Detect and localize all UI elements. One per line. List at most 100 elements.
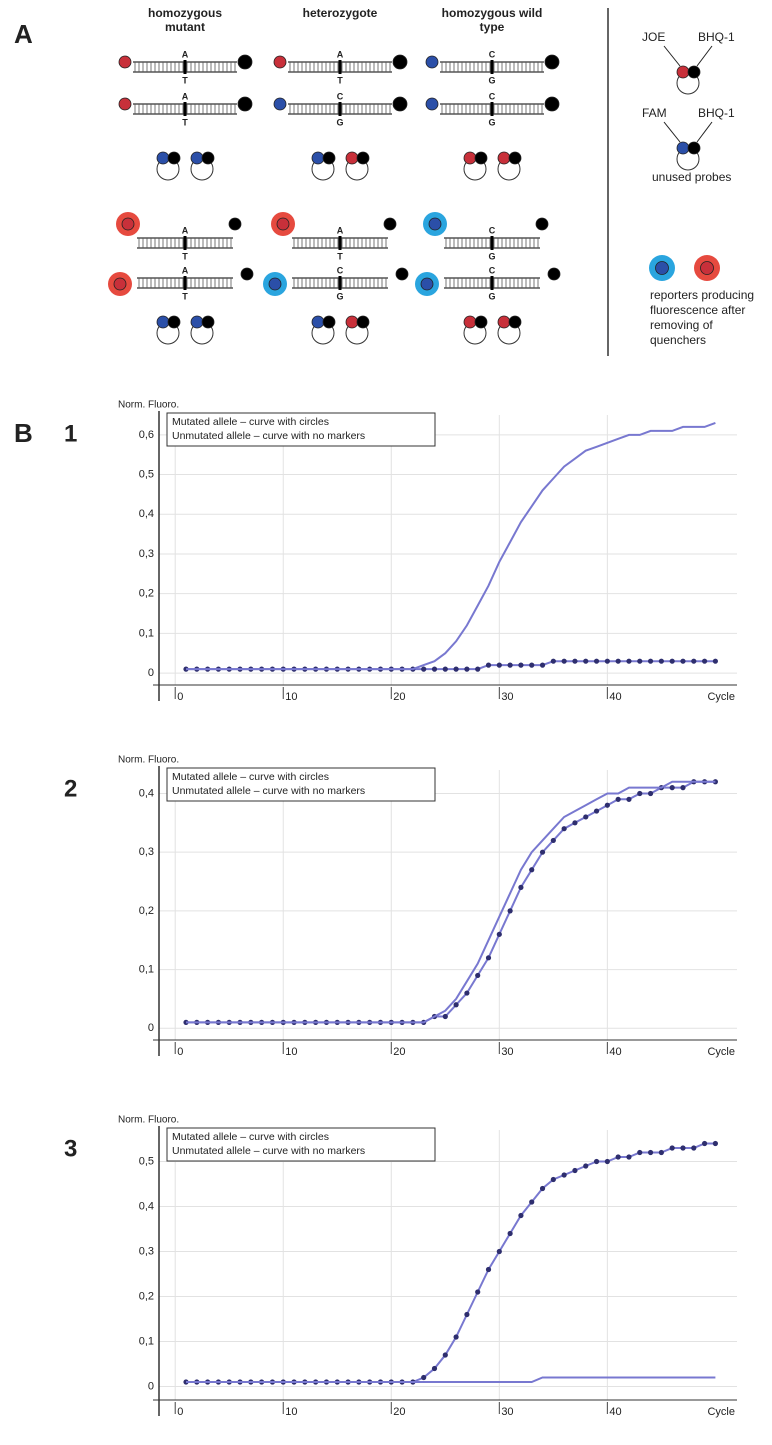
legend-box	[166, 1127, 436, 1162]
reporter-dye	[463, 315, 477, 329]
point-marker	[442, 1013, 448, 1020]
point-marker	[593, 1158, 600, 1165]
reporter-dye	[425, 97, 439, 111]
y-tick-label: 0,6	[139, 429, 154, 441]
point-marker	[691, 1145, 697, 1151]
base: T	[337, 75, 343, 85]
y-tick-label: 0,1	[139, 627, 154, 639]
snp-site	[183, 276, 187, 290]
base: C	[337, 265, 344, 275]
chart-label: 3	[64, 1135, 77, 1162]
legend-entry: Unmutated allele – curve with no markers	[172, 430, 365, 442]
point-marker	[637, 1149, 643, 1156]
panel-label: A	[14, 19, 33, 49]
point-marker	[529, 662, 535, 668]
point-marker	[529, 867, 535, 873]
column-header: heterozygote	[302, 6, 378, 20]
point-marker	[637, 658, 643, 664]
point-marker	[669, 658, 675, 664]
quencher	[508, 315, 522, 329]
point-marker	[572, 1167, 578, 1174]
point-marker	[485, 662, 492, 668]
quencher	[383, 217, 397, 231]
x-tick-label: 0	[177, 1406, 183, 1418]
point-marker	[712, 658, 718, 664]
reporter-dye	[268, 277, 282, 291]
point-marker	[701, 1140, 708, 1147]
snp-site	[338, 102, 342, 116]
x-tick-label: 10	[285, 1046, 297, 1058]
point-marker	[539, 849, 546, 855]
quencher	[392, 54, 408, 70]
point-marker	[680, 785, 686, 791]
point-marker	[561, 1172, 567, 1178]
pointer	[696, 45, 713, 67]
base: C	[337, 91, 344, 101]
quencher	[687, 141, 701, 155]
point-marker	[529, 1199, 535, 1205]
quencher	[547, 267, 561, 281]
snp-site	[490, 102, 494, 116]
point-marker	[604, 802, 610, 808]
point-marker	[626, 1154, 632, 1160]
x-tick-label: 30	[501, 1046, 513, 1058]
reporter-dye	[118, 55, 132, 69]
base: C	[489, 91, 496, 101]
base: C	[489, 225, 496, 235]
quencher	[535, 217, 549, 231]
y-tick-label: 0,2	[139, 588, 154, 600]
point-marker	[507, 1230, 513, 1237]
snp-site	[490, 60, 494, 74]
legend-quencher: BHQ-1	[698, 106, 735, 120]
point-marker	[604, 658, 610, 664]
base: C	[489, 265, 496, 275]
reporter-dye	[425, 55, 439, 69]
point-marker	[453, 1334, 459, 1340]
point-marker	[539, 662, 546, 668]
point-marker	[453, 1002, 459, 1008]
reporter-dye	[463, 151, 477, 165]
x-tick-label: 10	[285, 691, 297, 703]
point-marker	[464, 1311, 470, 1318]
base: G	[488, 291, 495, 301]
chart-label: 2	[64, 775, 77, 802]
legend-box	[166, 767, 436, 802]
legend-entry: Unmutated allele – curve with no markers	[172, 785, 365, 797]
column-header: homozygous mutant	[148, 6, 222, 34]
y-tick-label: 0,2	[139, 905, 154, 917]
point-marker	[658, 1149, 664, 1156]
y-axis-label: Norm. Fluoro.	[118, 1115, 179, 1126]
reporter-dye	[676, 65, 690, 79]
x-tick-label: 30	[501, 1406, 513, 1418]
y-tick-label: 0,1	[139, 963, 154, 975]
reporter-dye	[497, 315, 511, 329]
point-marker	[615, 1154, 621, 1160]
point-marker	[593, 658, 600, 664]
point-marker	[561, 826, 567, 832]
reporter-dye	[345, 151, 359, 165]
legend-reporter: FAM	[642, 106, 667, 120]
reporter-dye	[273, 97, 287, 111]
y-axis-label: Norm. Fluoro.	[118, 755, 179, 766]
snp-site	[338, 236, 342, 250]
base: G	[488, 251, 495, 261]
y-tick-label: 0	[148, 1380, 154, 1392]
point-marker	[431, 666, 438, 672]
reporter-dye	[273, 55, 287, 69]
x-tick-label: 20	[393, 1406, 405, 1418]
point-marker	[691, 658, 697, 664]
base: T	[182, 291, 188, 301]
quencher	[237, 54, 253, 70]
snp-site	[183, 60, 187, 74]
quencher	[544, 54, 560, 70]
base: A	[337, 49, 344, 59]
base: G	[488, 75, 495, 85]
x-axis-label: Cycle	[707, 1406, 735, 1418]
y-tick-label: 0	[148, 667, 154, 679]
legend-reporter: JOE	[642, 30, 665, 44]
reporter-dye	[676, 141, 690, 155]
point-marker	[496, 931, 502, 937]
quencher	[322, 151, 336, 165]
reporter-dye	[190, 151, 204, 165]
